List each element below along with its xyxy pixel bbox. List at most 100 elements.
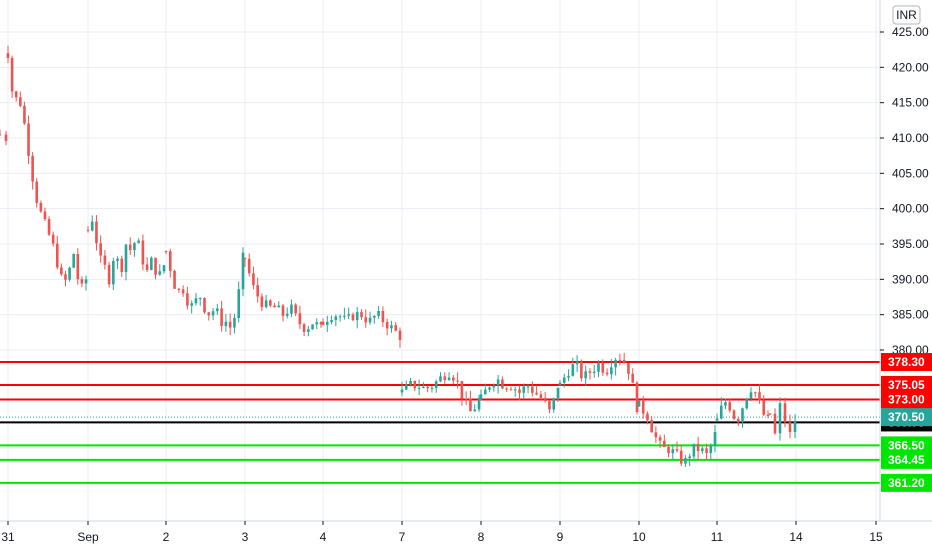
candle <box>641 396 645 419</box>
candle <box>6 45 10 63</box>
candle <box>269 299 272 308</box>
currency-badge[interactable]: INR <box>892 5 921 25</box>
candle <box>35 177 39 208</box>
candle-body <box>319 322 323 325</box>
candle <box>72 253 75 269</box>
candle-body <box>285 313 289 316</box>
candle <box>112 257 115 291</box>
candle-body <box>622 360 626 363</box>
candle <box>43 207 47 222</box>
candle <box>773 408 777 435</box>
candle-body <box>76 254 80 280</box>
candle-body <box>154 257 157 275</box>
candle <box>713 424 717 453</box>
candle <box>679 444 683 467</box>
candle <box>439 372 442 383</box>
candle-body <box>360 312 363 318</box>
x-tick-label: 10 <box>632 530 646 544</box>
candle <box>128 237 132 256</box>
candle-body <box>753 392 757 394</box>
candle-body <box>479 394 483 400</box>
candle-body <box>398 330 402 340</box>
candle-body <box>580 362 583 379</box>
candle-body <box>216 308 219 312</box>
candle-body <box>203 297 206 313</box>
price-axis[interactable]: 425.00 420.00 415.00 410.00 405.00 400.00 395.… <box>880 25 929 357</box>
candle <box>394 322 398 332</box>
resistance-price-tag: 373.00 <box>881 390 932 409</box>
candle-body <box>43 211 47 220</box>
candle <box>488 386 491 393</box>
candle-body <box>23 105 26 124</box>
candle <box>753 391 757 398</box>
candle <box>443 372 447 384</box>
candle <box>311 324 314 330</box>
candle <box>368 311 372 325</box>
candle-body <box>84 279 88 284</box>
y-tick-label: 395.00 <box>892 237 929 251</box>
candle-body <box>158 271 162 275</box>
candle-body <box>190 303 193 306</box>
candle <box>793 414 797 439</box>
candle <box>404 380 408 391</box>
candle <box>294 303 297 317</box>
candle-body <box>413 380 417 389</box>
candle-body <box>464 398 468 400</box>
candle <box>580 359 583 382</box>
candle <box>203 297 206 314</box>
candle-body <box>422 386 425 388</box>
candle-body <box>390 325 393 329</box>
candle <box>338 314 342 322</box>
candle-body <box>679 450 683 464</box>
candle-body <box>509 389 513 391</box>
candle <box>473 404 477 412</box>
candle-body <box>473 409 477 412</box>
candle <box>186 286 189 310</box>
candle <box>452 375 455 385</box>
candle-body <box>575 362 579 365</box>
candle-body <box>535 392 538 395</box>
candle-body <box>90 221 94 231</box>
candle-body <box>4 134 8 141</box>
candle-body <box>302 324 306 332</box>
candle <box>207 312 211 321</box>
candle <box>385 318 389 336</box>
candle <box>4 130 8 146</box>
candle-body <box>637 400 641 407</box>
candle-body <box>400 389 404 393</box>
candle-body <box>60 267 63 275</box>
candle <box>469 390 472 412</box>
support-price-tag: 364.45 <box>881 450 932 469</box>
candle <box>0 129 2 136</box>
candle-body <box>6 53 10 58</box>
candle-body <box>732 410 736 419</box>
candle-body <box>724 402 727 406</box>
time-axis[interactable]: 31 Sep 2 3 4 7 8 9 10 11 14 15 <box>1 521 883 544</box>
candle-body <box>19 97 22 106</box>
candle-body <box>269 300 272 306</box>
candle <box>80 276 84 288</box>
candle-body <box>385 322 389 329</box>
candle-body <box>194 298 198 304</box>
candle <box>220 300 223 332</box>
candle <box>675 441 679 453</box>
price-tag-background <box>881 450 932 469</box>
x-tick-label: 14 <box>789 530 803 544</box>
candle-body <box>715 418 719 421</box>
candle <box>663 434 666 448</box>
candle-body <box>112 261 115 285</box>
x-tick-label: 3 <box>242 530 249 544</box>
candle <box>51 231 55 247</box>
x-tick-label: 4 <box>320 530 327 544</box>
candle <box>692 443 696 460</box>
candle-body <box>443 376 447 380</box>
candle-body <box>55 243 59 268</box>
x-tick-label: 31 <box>1 530 15 544</box>
candle <box>264 294 268 309</box>
candle-body <box>173 270 176 289</box>
candle-body <box>492 385 496 388</box>
candle-body <box>241 252 245 290</box>
